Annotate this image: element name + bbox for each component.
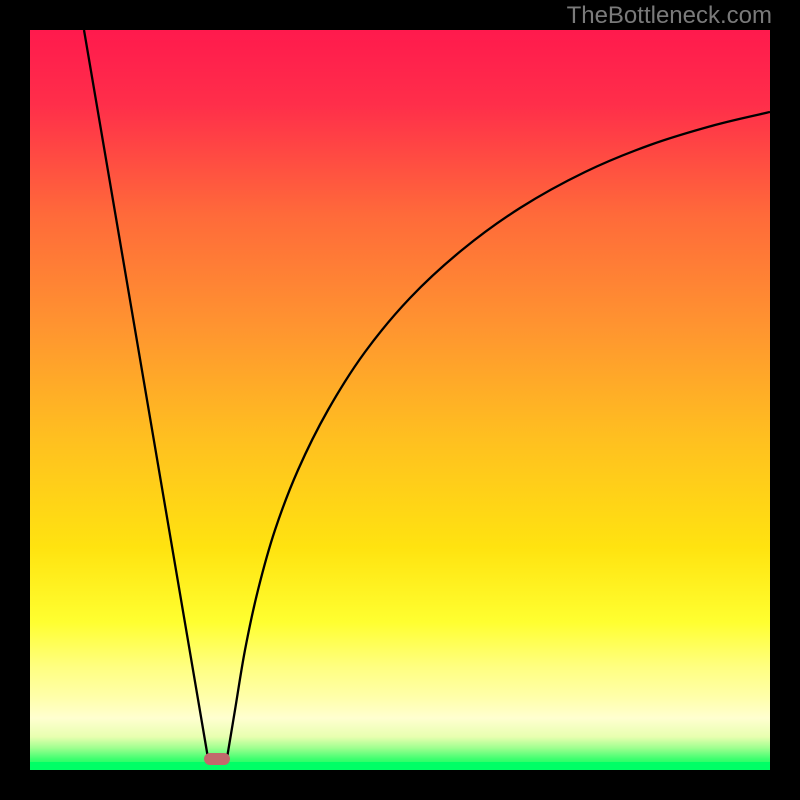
plot-area — [30, 30, 770, 770]
chart-frame: TheBottleneck.com — [0, 0, 800, 800]
bottleneck-curve-svg — [30, 30, 770, 770]
watermark-text: TheBottleneck.com — [567, 2, 772, 30]
bottleneck-curve — [84, 30, 770, 758]
optimum-marker — [204, 753, 230, 765]
